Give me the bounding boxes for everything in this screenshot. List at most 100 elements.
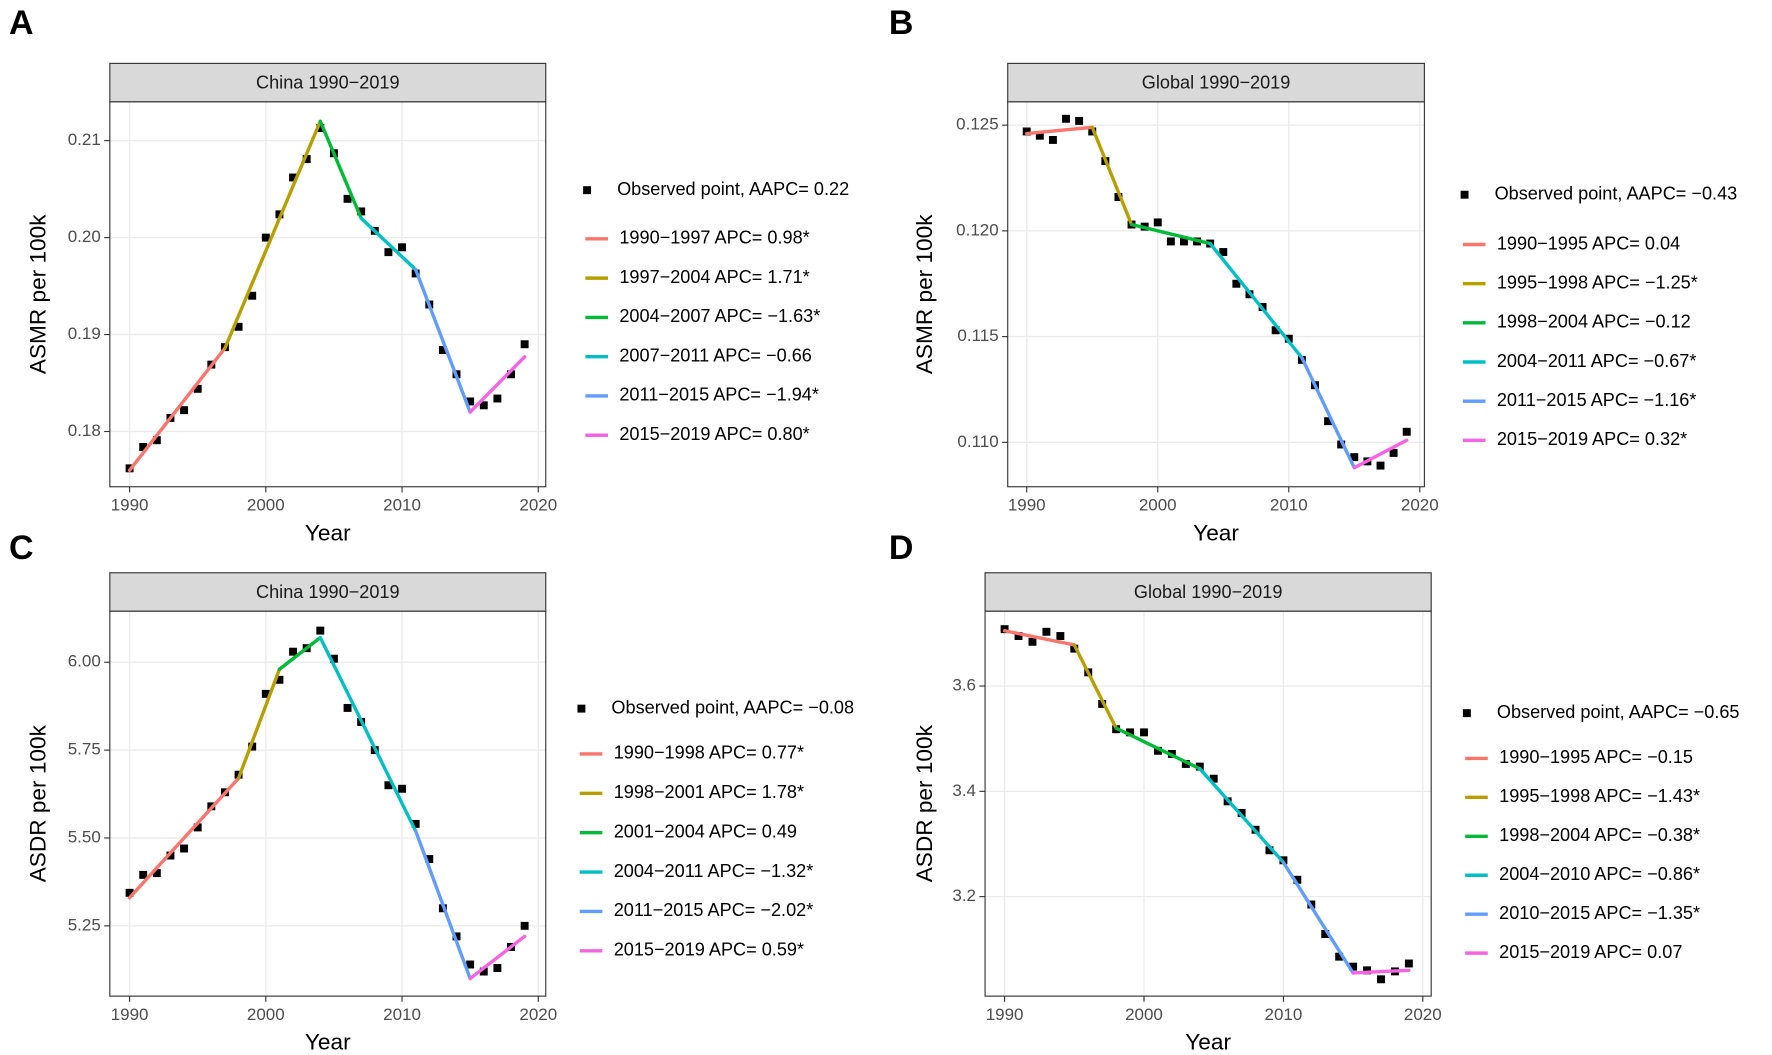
segment-line (1351, 968, 1411, 975)
panel-label: B (889, 4, 914, 42)
legend-label: 2011−2015 APC= −2.02* (614, 900, 814, 920)
observed-point (398, 784, 406, 793)
observed-point (180, 406, 189, 415)
strip-title: Global 1990−2019 (1142, 73, 1291, 93)
observed-point (1056, 632, 1065, 640)
observed-point (357, 207, 366, 216)
observed-point (1028, 637, 1037, 646)
segment-line (1002, 629, 1076, 647)
observed-point (1075, 116, 1084, 125)
observed-point (248, 291, 257, 300)
segment-line (1300, 356, 1356, 470)
observed-point (438, 346, 447, 355)
observed-point (193, 823, 202, 832)
x-tick-label: 2010 (1265, 1005, 1303, 1024)
x-tick-label: 2020 (1401, 495, 1439, 514)
x-tick-label: 2020 (519, 1005, 557, 1024)
x-axis-title: Year (305, 1030, 351, 1055)
legend-label: 1995−1998 APC= −1.43* (1499, 786, 1700, 806)
legend-label: 1998−2004 APC= −0.38* (1499, 825, 1700, 845)
segment-line (236, 667, 282, 780)
x-axis-title: Year (1193, 520, 1239, 545)
observed-point (139, 443, 148, 451)
x-tick-label: 2000 (1125, 1005, 1163, 1024)
observed-point (1153, 746, 1162, 755)
y-tick-label: 0.18 (68, 421, 101, 440)
strip (109, 62, 547, 103)
panel-label: A (9, 4, 34, 42)
y-tick-label: 3.4 (952, 781, 976, 800)
legend-label: 1990−1997 APC= 0.98* (619, 228, 809, 248)
observed-point (1350, 453, 1359, 462)
legend-marker (583, 186, 592, 195)
segment-line (277, 635, 322, 671)
legend-label: 2015−2019 APC= 0.07 (1499, 942, 1682, 962)
observed-point (1153, 218, 1162, 227)
observed-point (1232, 279, 1241, 288)
plot-bg (1007, 101, 1425, 487)
observed-point (520, 921, 529, 930)
observed-point (1404, 959, 1413, 968)
observed-point (343, 194, 352, 203)
segment-line (1352, 438, 1409, 470)
panel-label: C (9, 529, 34, 567)
observed-point (1140, 728, 1148, 737)
segment-line (1025, 125, 1094, 136)
observed-point (1042, 627, 1051, 636)
observed-point (1284, 334, 1293, 343)
segment-line (359, 216, 418, 272)
observed-point (1014, 632, 1023, 640)
y-axis-title: ASMR per 100k (912, 214, 937, 374)
observed-point (452, 932, 461, 941)
y-tick-label: 0.21 (68, 130, 101, 149)
y-tick-label: 5.25 (68, 915, 101, 934)
observed-point (1321, 930, 1330, 938)
strip-title: China 1990−2019 (256, 582, 400, 602)
x-tick-label: 2000 (247, 1005, 285, 1024)
observed-point (152, 436, 161, 445)
plot-border (1007, 101, 1425, 488)
observed-point (1114, 193, 1123, 202)
segment-line (1198, 766, 1286, 865)
legend-label: 2004−2011 APC= −0.67* (1497, 351, 1697, 371)
legend-label: 2004−2010 APC= −0.86* (1499, 864, 1700, 884)
observed-point (289, 173, 298, 182)
observed-point (1237, 808, 1246, 817)
panel-label: D (889, 529, 914, 567)
segment-line (1072, 643, 1118, 730)
strip (1007, 62, 1425, 103)
x-axis-title: Year (305, 520, 351, 545)
y-tick-label: 5.75 (68, 740, 101, 759)
legend-label: 1998−2004 APC= −0.12 (1497, 312, 1691, 332)
observed-point (1335, 952, 1344, 961)
observed-point (1377, 975, 1385, 984)
segment-line (468, 934, 527, 981)
observed-point (384, 781, 393, 790)
observed-point (261, 233, 270, 242)
segment-line (1281, 860, 1355, 975)
x-tick-label: 1990 (111, 495, 149, 514)
observed-point (1181, 759, 1190, 768)
x-tick-label: 2000 (247, 495, 285, 514)
observed-point (1265, 846, 1274, 855)
legend-label: 2007−2011 APC= −0.66 (619, 345, 812, 365)
observed-point (139, 870, 148, 879)
observed-point (493, 964, 502, 972)
legend-label: 1990−1998 APC= 0.77* (614, 743, 804, 763)
strip-title: China 1990−2019 (256, 73, 400, 93)
segment-line (1208, 241, 1304, 360)
y-axis-title: ASDR per 100k (912, 724, 937, 882)
y-tick-label: 5.50 (68, 827, 101, 846)
segment-line (1090, 125, 1134, 227)
observed-point (1179, 237, 1188, 246)
legend-label: 2011−2015 APC= −1.94* (619, 385, 819, 405)
segment-line (413, 267, 472, 414)
legend-label: 1990−1995 APC= −0.15 (1499, 747, 1693, 767)
observed-point (466, 397, 475, 406)
observed-point (1389, 448, 1398, 457)
y-axis-title: ASDR per 100k (26, 724, 51, 882)
observed-point (343, 703, 352, 712)
legend-label: 1995−1998 APC= −1.25* (1497, 272, 1698, 292)
observed-point (316, 626, 325, 635)
